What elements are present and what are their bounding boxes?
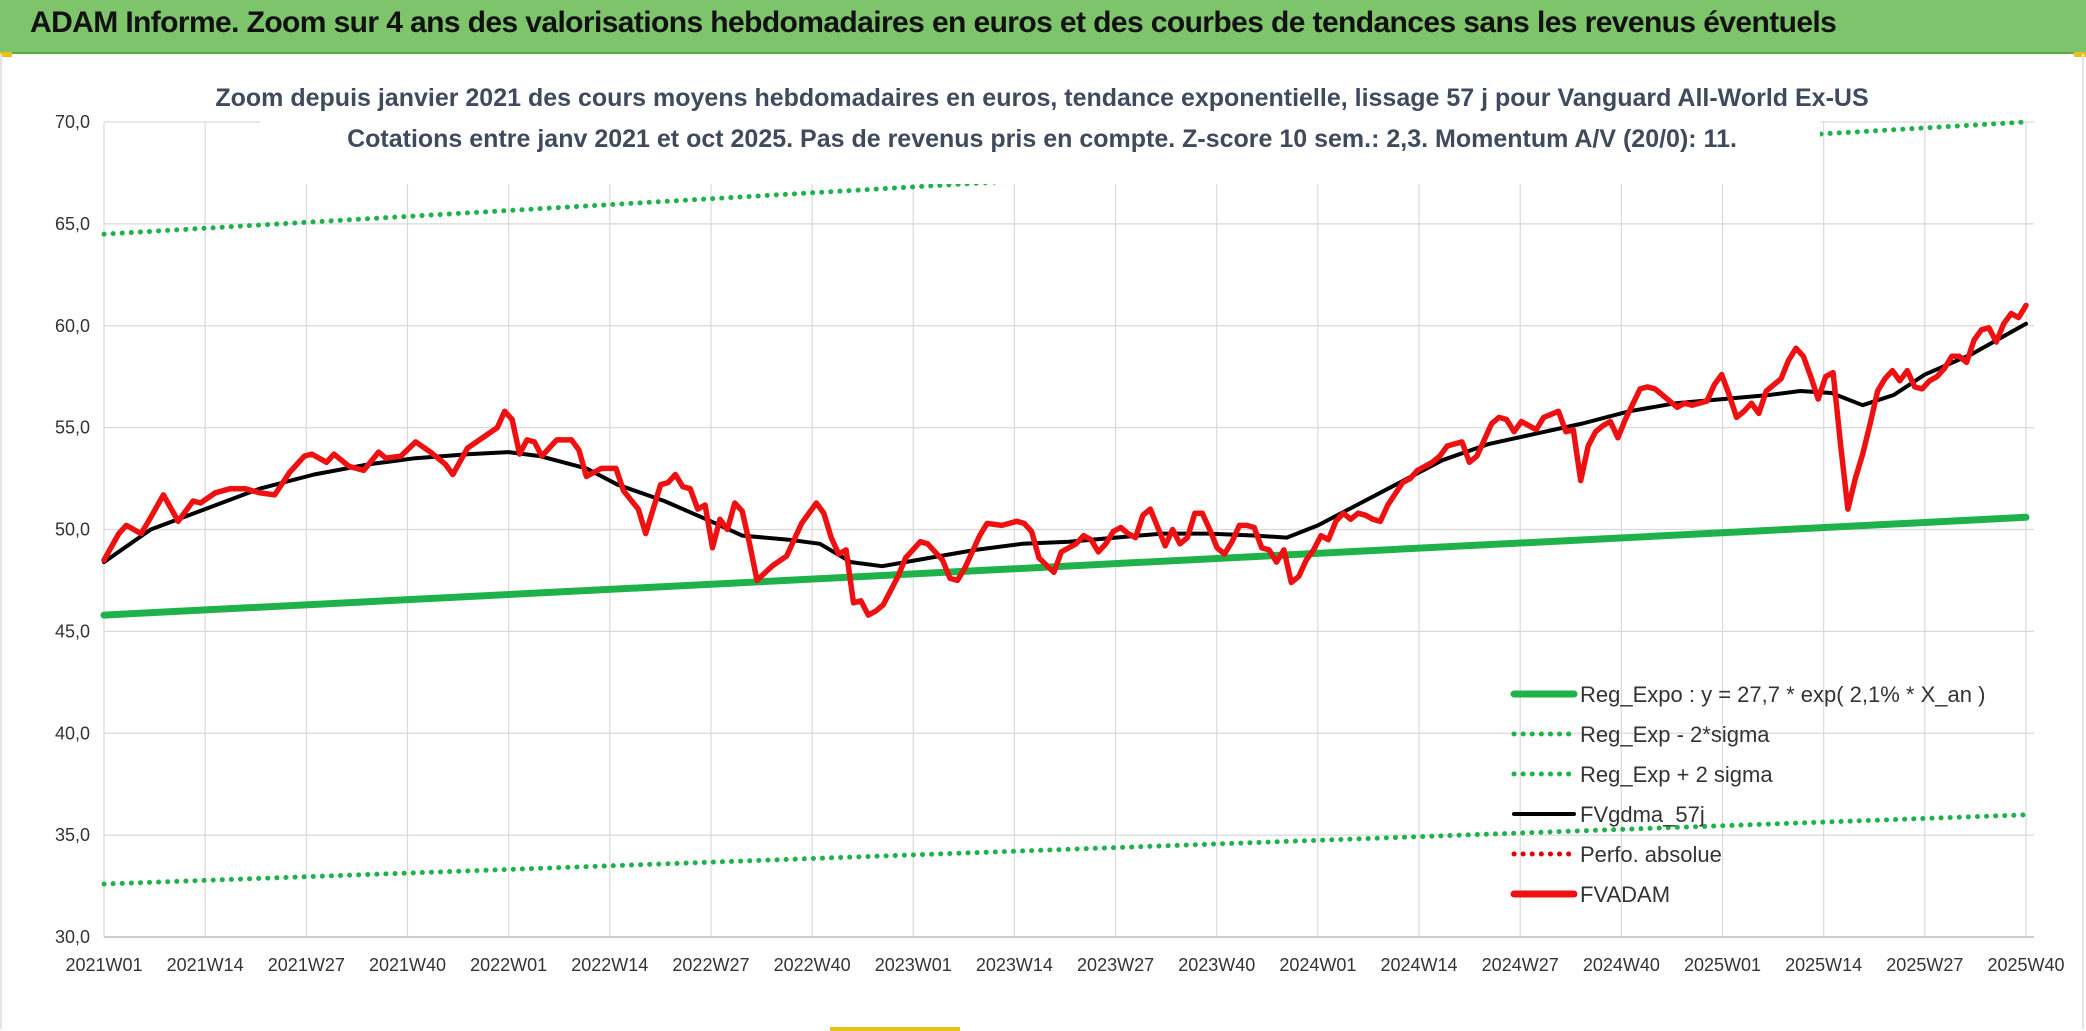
y-tick-label: 65,0	[55, 214, 90, 234]
legend-label: FVADAM	[1580, 882, 1670, 907]
bottom-accent	[830, 1027, 960, 1031]
legend-label: Reg_Expo : y = 27,7 * exp( 2,1% * X_an )	[1580, 682, 1985, 707]
legend-label: Reg_Exp + 2 sigma	[1580, 762, 1773, 787]
x-tick-label: 2021W27	[268, 955, 345, 975]
y-tick-label: 45,0	[55, 621, 90, 641]
x-axis-ticks: 2021W01 2021W14 2021W27 2021W40 2022W01 2022W…	[65, 955, 2064, 975]
x-tick-label: 2025W14	[1785, 955, 1862, 975]
grid	[103, 121, 2034, 938]
x-tick-label: 2024W27	[1482, 955, 1559, 975]
series-reg_expo-line	[100, 513, 2030, 619]
chart-title-line2: Cotations entre janv 2021 et oct 2025. P…	[347, 125, 1737, 153]
series-reg_exp-line	[101, 812, 2029, 887]
y-tick-label: 50,0	[55, 520, 90, 540]
x-tick-label: 2023W14	[976, 955, 1053, 975]
y-tick-label: 35,0	[55, 825, 90, 845]
x-tick-label: 2023W40	[1178, 955, 1255, 975]
header-bar: ADAM Informe. Zoom sur 4 ans des valoris…	[0, 0, 2086, 54]
x-tick-label: 2023W01	[875, 955, 952, 975]
chart-title-line1: Zoom depuis janvier 2021 des cours moyen…	[215, 84, 1868, 112]
x-tick-label: 2022W14	[571, 955, 648, 975]
y-tick-label: 70,0	[55, 112, 90, 132]
x-tick-label: 2023W27	[1077, 955, 1154, 975]
y-tick-label: 30,0	[55, 927, 90, 947]
legend: Reg_Expo : y = 27,7 * exp( 2,1% * X_an )…	[1510, 682, 1985, 907]
x-tick-label: 2021W14	[167, 955, 244, 975]
y-axis-ticks: 30,0 35,0 40,0 45,0 50,0 55,0 60,0 65,0 70,0	[55, 112, 90, 947]
corner-accent-left	[0, 52, 12, 57]
x-tick-label: 2022W27	[672, 955, 749, 975]
x-tick-label: 2021W40	[369, 955, 446, 975]
legend-label: Reg_Exp - 2*sigma	[1580, 722, 1770, 747]
x-tick-label: 2022W40	[774, 955, 851, 975]
page-title: ADAM Informe. Zoom sur 4 ans des valoris…	[30, 6, 1837, 39]
x-tick-label: 2025W01	[1684, 955, 1761, 975]
x-tick-label: 2025W27	[1886, 955, 1963, 975]
series-fvadam-line	[101, 302, 2029, 618]
x-tick-label: 2021W01	[65, 955, 142, 975]
chart: 30,0 35,0 40,0 45,0 50,0 55,0 60,0 65,0 70,0 202…	[55, 78, 2065, 975]
x-tick-label: 2024W40	[1583, 955, 1660, 975]
legend-label: FVgdma_57j	[1580, 802, 1705, 827]
x-tick-label: 2025W40	[1987, 955, 2064, 975]
chart-title-box: Zoom depuis janvier 2021 des cours moyen…	[215, 78, 1869, 184]
x-tick-label: 2024W01	[1279, 955, 1356, 975]
y-tick-label: 60,0	[55, 316, 90, 336]
x-tick-label: 2024W14	[1381, 955, 1458, 975]
corner-accent-right	[2074, 52, 2086, 57]
y-tick-label: 40,0	[55, 723, 90, 743]
chart-frame: 30,0 35,0 40,0 45,0 50,0 55,0 60,0 65,0 70,0 202…	[0, 54, 2084, 1029]
chart-title-background	[260, 78, 1820, 184]
legend-label: Perfo. absolue	[1580, 842, 1722, 867]
y-tick-label: 55,0	[55, 418, 90, 438]
x-tick-label: 2022W01	[470, 955, 547, 975]
